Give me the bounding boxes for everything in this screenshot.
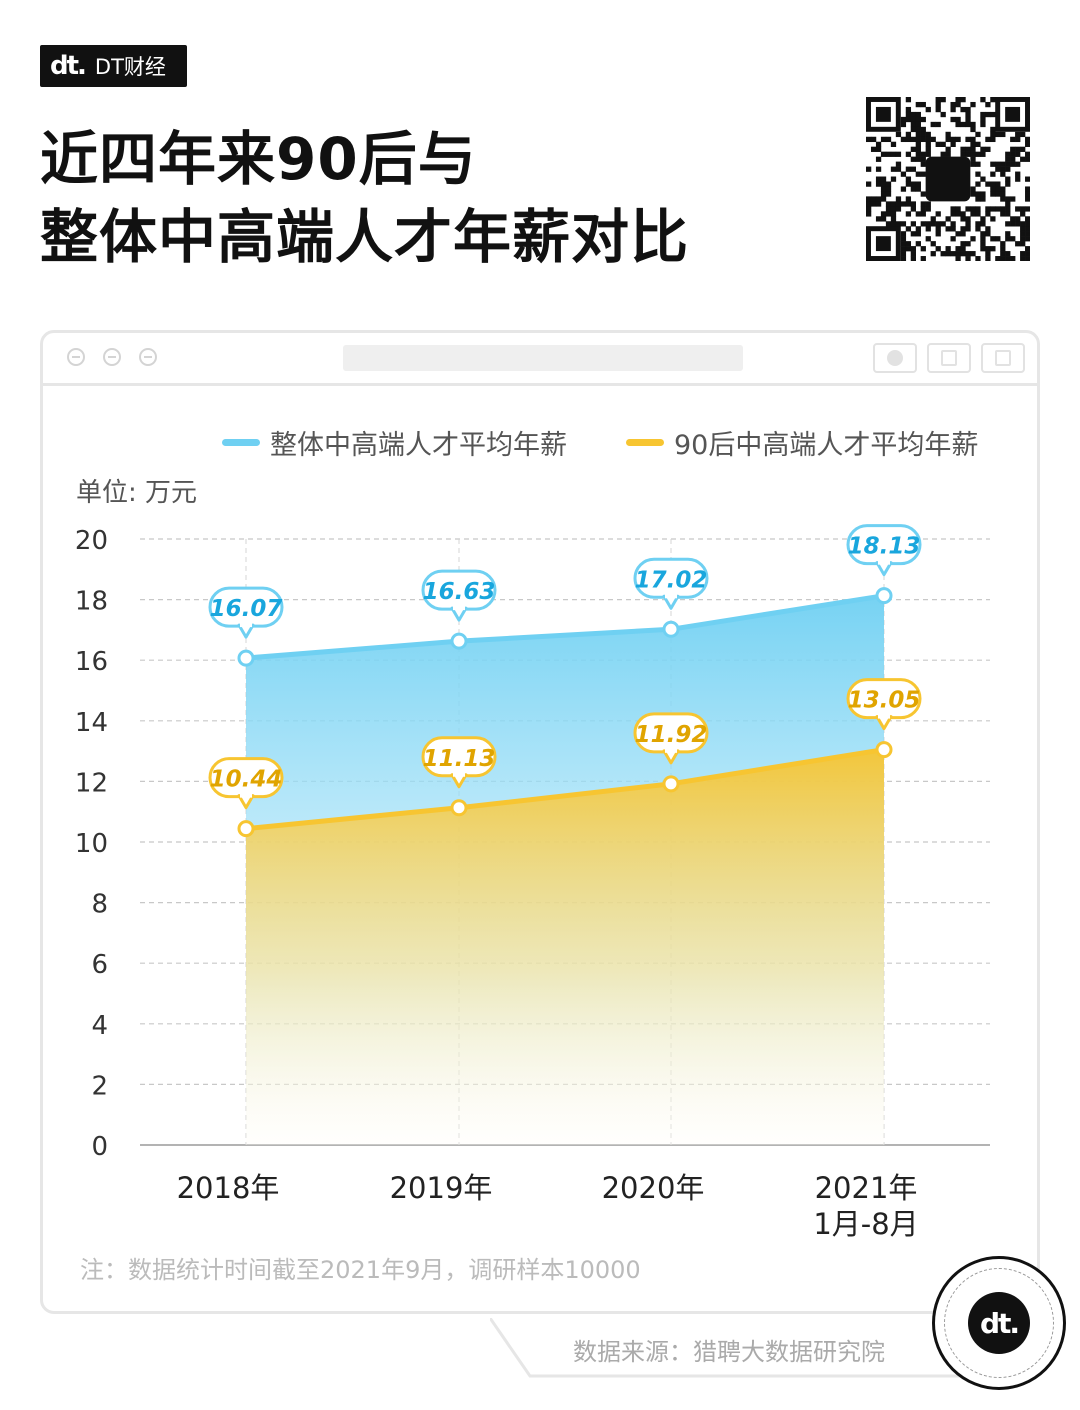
y-tick-label: 14 — [75, 708, 108, 738]
data-label-overall: 17.02 — [633, 557, 709, 610]
data-label-text: 17.02 — [635, 567, 708, 593]
badge-logo-mark: dt. — [968, 1292, 1030, 1354]
data-source: 数据来源：猎聘大数据研究院 — [573, 1338, 885, 1366]
page-title: 近四年来90后与 整体中高端人才年薪对比 — [40, 120, 689, 276]
y-tick-label: 20 — [75, 526, 108, 556]
area-gen90 — [246, 749, 884, 1145]
data-label-gen90: 11.13 — [421, 736, 497, 789]
data-label-gen90: 10.44 — [208, 757, 284, 810]
close-icon — [67, 348, 85, 366]
y-tick-label: 18 — [75, 587, 108, 617]
data-point-gen90 — [875, 741, 893, 759]
data-point-overall — [450, 632, 468, 650]
record-icon — [873, 343, 917, 373]
y-tick-label: 8 — [91, 890, 108, 920]
y-tick-label: 12 — [75, 768, 108, 798]
share-icon — [927, 343, 971, 373]
line-overall — [245, 593, 885, 661]
y-tick-label: 4 — [91, 1011, 108, 1041]
legend-label-gen90: 90后中高端人才平均年薪 — [674, 429, 979, 461]
data-label-gen90: 11.92 — [633, 712, 709, 765]
data-point-overall — [237, 649, 255, 667]
brand-logo-mark: dt. — [50, 51, 87, 81]
data-point-gen90 — [237, 820, 255, 838]
data-label-text: 10.44 — [210, 767, 283, 793]
block-icon — [139, 348, 157, 366]
x-tick-label: 2019年 — [390, 1171, 493, 1205]
data-label-text: 18.13 — [848, 534, 921, 560]
address-bar — [343, 345, 743, 371]
x-tick-label: 2021年 — [815, 1171, 918, 1205]
brand-tag: dt. DT财经 — [40, 45, 187, 87]
data-point-overall — [662, 620, 680, 638]
legend-item-gen90: 90后中高端人才平均年薪 — [626, 425, 979, 461]
brand-name: DT财经 — [94, 55, 166, 79]
data-point-gen90 — [662, 775, 680, 793]
data-label-text: 16.07 — [210, 596, 283, 622]
source-frame — [490, 1318, 960, 1378]
duplicate-icon — [981, 343, 1025, 373]
x-tick-label: 2018年 — [177, 1171, 280, 1205]
y-tick-label: 10 — [75, 829, 108, 859]
data-label-text: 11.92 — [635, 722, 708, 748]
footnote: 注：数据统计时间截至2021年9月，调研样本10000 — [80, 1256, 641, 1284]
x-tick-label: 2020年 — [602, 1171, 705, 1205]
minimize-icon — [103, 348, 121, 366]
line-gen90 — [245, 747, 885, 832]
y-axis-unit-label: 单位: 万元 — [76, 478, 198, 508]
data-label-text: 11.13 — [423, 746, 496, 772]
data-point-gen90 — [450, 799, 468, 817]
y-tick-label: 2 — [91, 1071, 108, 1101]
legend-item-overall: 整体中高端人才平均年薪 — [222, 425, 567, 461]
dt-badge-logo: dt. — [932, 1256, 1066, 1390]
data-label-text: 16.63 — [423, 579, 496, 605]
x-tick-label: 1月-8月 — [813, 1207, 918, 1241]
data-label-text: 13.05 — [848, 688, 921, 714]
legend-label-overall: 整体中高端人才平均年薪 — [270, 429, 567, 461]
title-line-2: 整体中高端人才年薪对比 — [40, 203, 690, 271]
window-title-bar — [43, 333, 1037, 386]
data-label-overall: 16.07 — [208, 586, 284, 639]
legend-swatch-gen90 — [626, 438, 664, 446]
y-tick-label: 6 — [91, 950, 108, 980]
data-point-overall — [875, 587, 893, 605]
y-tick-label: 0 — [91, 1132, 108, 1162]
data-label-gen90: 13.05 — [846, 678, 922, 731]
legend-swatch-overall — [222, 438, 260, 446]
data-label-overall: 16.63 — [421, 569, 497, 622]
qr-code-icon — [866, 97, 1030, 261]
y-tick-label: 16 — [75, 647, 108, 677]
title-line-1: 近四年来90后与 — [40, 125, 477, 193]
data-label-overall: 18.13 — [846, 524, 922, 577]
